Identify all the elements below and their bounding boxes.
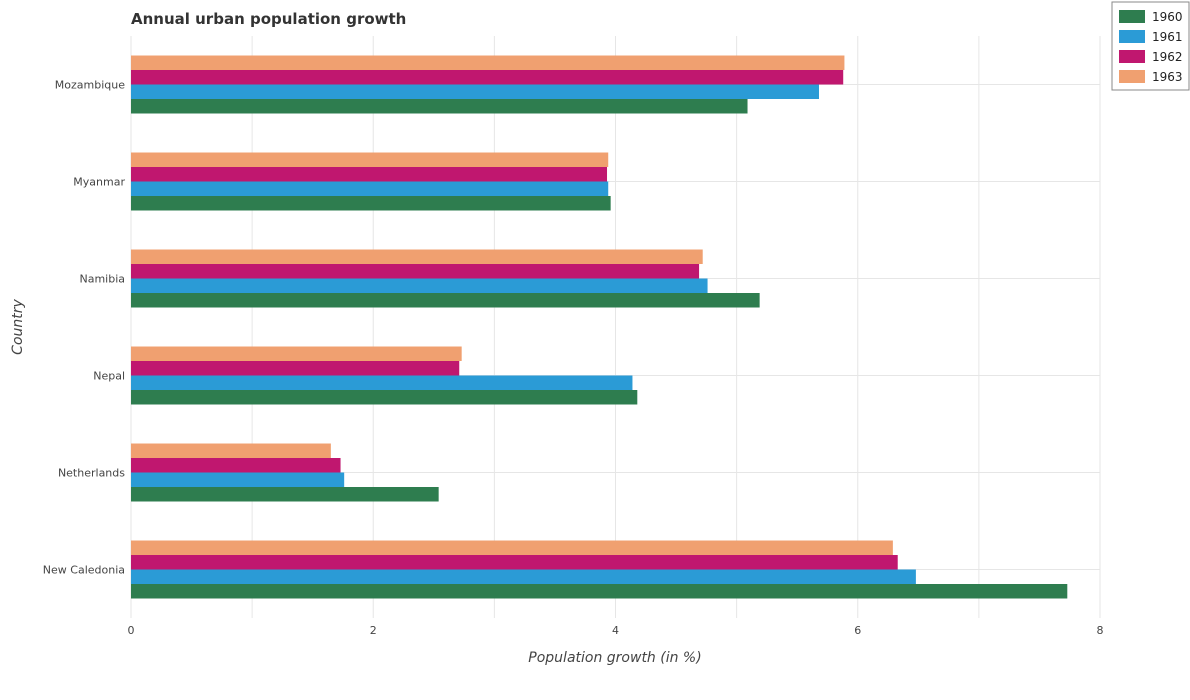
legend-label: 1961 [1152,30,1183,44]
bars [131,55,1068,599]
legend-swatch [1119,30,1145,43]
legend-swatch [1119,70,1145,83]
legend-label: 1962 [1152,50,1183,64]
bar [131,181,609,196]
legend-swatch [1119,50,1145,63]
y-tick-label: Netherlands [58,467,125,480]
x-axis-label: Population growth (in %) [528,650,701,666]
bar [131,152,609,167]
bar [131,278,708,293]
y-tick-label: Mozambique [55,79,125,92]
bar [131,555,898,570]
x-axis-ticks: 0 2 4 6 8 [128,624,1104,637]
bar [131,472,345,487]
x-tick-label: 6 [854,624,861,637]
y-tick-label: Myanmar [73,176,125,189]
legend-label: 1960 [1152,10,1183,24]
legend-swatch [1119,10,1145,23]
x-tick-label: 4 [612,624,619,637]
bar [131,346,462,361]
bar [131,458,341,473]
bar [131,540,893,555]
legend: 1960 1961 1962 1963 [1111,1,1190,91]
bar [131,443,331,458]
bar [131,293,760,308]
y-tick-label: Nepal [93,370,125,383]
x-tick-label: 8 [1097,624,1104,637]
bar [131,99,748,114]
bar [131,196,611,211]
bar [131,249,703,264]
y-tick-label: Namibia [79,273,125,286]
bar [131,569,916,584]
bar [131,167,608,182]
bar [131,390,638,405]
y-axis-ticks: Mozambique Myanmar Namibia Nepal Netherlands… [43,79,126,577]
x-tick-label: 0 [128,624,135,637]
bar [131,487,439,502]
bar [131,584,1068,599]
y-tick-label: New Caledonia [43,564,125,577]
chart-title: Annual urban population growth [131,10,406,28]
legend-label: 1963 [1152,70,1183,84]
bar [131,84,819,99]
y-axis-label: Country [10,298,26,354]
bar [131,55,845,70]
x-tick-label: 2 [370,624,377,637]
bar [131,361,460,376]
bar [131,70,844,85]
bar [131,375,633,390]
bar [131,264,700,279]
